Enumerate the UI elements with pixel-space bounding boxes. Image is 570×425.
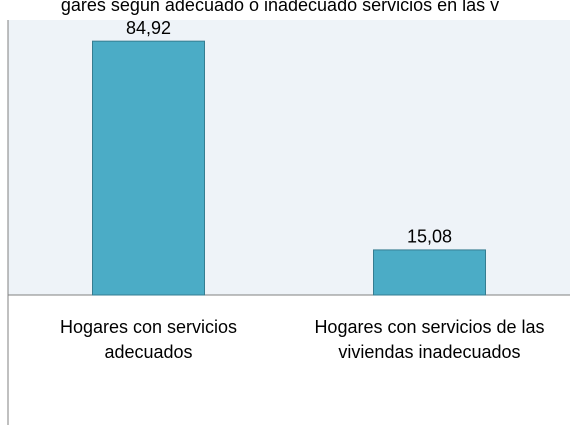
bar — [373, 249, 486, 296]
data-label: 15,08 — [407, 227, 452, 247]
chart-title: gares según adecuado o inadecuado servic… — [61, 0, 499, 15]
x-tick-label: Hogares con servicios adecuados — [59, 317, 238, 362]
x-tick-label: Hogares con servicios de las viviendas i… — [314, 317, 545, 362]
data-label: 84,92 — [126, 18, 171, 38]
bar — [92, 40, 205, 296]
